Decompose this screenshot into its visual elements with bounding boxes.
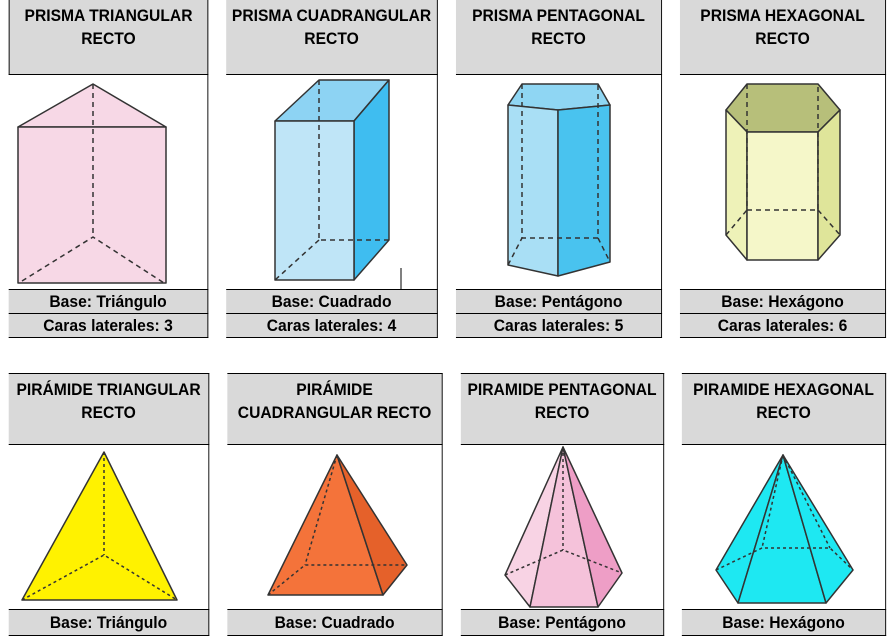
pyramid-header-square: PIRÁMIDE CUADRANGULAR RECTO <box>227 373 443 445</box>
pyramid-header-triangular: PIRÁMIDE TRIANGULAR RECTO <box>8 373 210 445</box>
prism-header-triangular: PRISMA TRIANGULAR RECTO <box>8 0 209 75</box>
prism-header-square: PRISMA CUADRANGULAR RECTO <box>226 0 438 75</box>
pyramid-base-pentagonal: Base: Pentágono <box>460 610 665 636</box>
prism-faces-pentagonal: Caras laterales: 5 <box>455 314 663 338</box>
hexagonal-pyramid-figure <box>715 454 854 604</box>
triangular-pyramid-figure <box>21 451 178 601</box>
prism-header-hexagonal: PRISMA HEXAGONAL RECTO <box>679 0 887 75</box>
pyramid-header-pentagonal: PIRAMIDE PENTAGONAL RECTO <box>460 373 665 445</box>
prism-base-hexagonal: Base: Hexágono <box>679 290 887 314</box>
pentagonal-prism-figure <box>507 83 611 277</box>
hexagonal-prism-figure <box>725 83 841 261</box>
pyramid-base-triangular: Base: Triángulo <box>8 610 210 636</box>
pyramid-header-hexagonal: PIRAMIDE HEXAGONAL RECTO <box>681 373 887 445</box>
prism-faces-hexagonal: Caras laterales: 6 <box>679 314 887 338</box>
triangular-prism-figure <box>17 83 167 284</box>
square-pyramid-figure <box>267 454 408 596</box>
prism-base-square: Base: Cuadrado <box>226 290 438 314</box>
pentagonal-pyramid-figure <box>504 446 623 608</box>
prism-faces-triangular: Caras laterales: 3 <box>8 314 209 338</box>
prism-base-pentagonal: Base: Pentágono <box>455 290 663 314</box>
prism-faces-square: Caras laterales: 4 <box>226 314 438 338</box>
pyramid-base-hexagonal: Base: Hexágono <box>681 610 887 636</box>
prism-base-triangular: Base: Triángulo <box>8 290 209 314</box>
prism-header-pentagonal: PRISMA PENTAGONAL RECTO <box>455 0 663 75</box>
square-prism-figure <box>274 79 402 290</box>
